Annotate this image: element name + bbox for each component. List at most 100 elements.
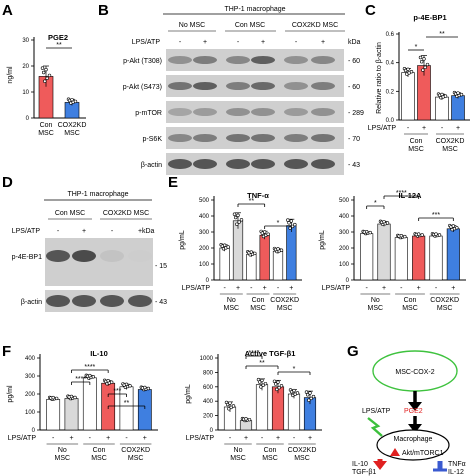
il10-point xyxy=(146,386,151,391)
il10-group-label-line: MSC xyxy=(55,455,71,462)
panel-b-band xyxy=(193,159,217,169)
panel-d-blot-strip xyxy=(45,290,153,312)
il10-treat-label: LPS/ATP xyxy=(8,435,37,442)
panel-b-band xyxy=(251,108,275,116)
tnf-ylabel: pg/mL xyxy=(179,230,186,250)
panel-c-ytick: 0.6 xyxy=(386,32,395,38)
panel-c-point xyxy=(459,92,464,97)
il10-point xyxy=(143,385,147,390)
il10-group-label-line: Con xyxy=(93,447,106,454)
panel-a-point xyxy=(70,97,74,102)
il10-treat-sign: - xyxy=(125,435,128,442)
panel-a-point xyxy=(43,79,47,83)
panel-d-band xyxy=(46,295,70,307)
tgf-point xyxy=(277,385,281,390)
il12-bar xyxy=(429,235,443,281)
tnf-ytick: 500 xyxy=(199,198,210,204)
il12-point xyxy=(403,234,407,239)
il12-group-label-line: No xyxy=(371,297,380,304)
tgf-ytick: 200 xyxy=(203,414,214,420)
tnf-ytick: 300 xyxy=(199,230,210,236)
arrow-msc-to-pge2-head xyxy=(408,402,422,411)
panel-c-group-kd: COX2KD MSC xyxy=(436,138,465,153)
tnf-point xyxy=(235,222,239,226)
il10-point xyxy=(128,384,132,388)
tnf-treat-sign: + xyxy=(289,285,293,292)
tnf-sig-label: * xyxy=(277,220,280,227)
tgf-point xyxy=(307,398,311,402)
tgf-point xyxy=(263,381,268,386)
il10-ytick: 200 xyxy=(25,392,36,398)
panel-b-band xyxy=(193,56,217,64)
il10-bar xyxy=(46,399,61,431)
panel-c-point xyxy=(419,60,424,64)
tnf-group-label-line: MSC xyxy=(224,305,240,312)
panel-d-row-kda: - 43 xyxy=(155,299,167,306)
tnf-treat-sign: - xyxy=(223,285,226,292)
il10-point xyxy=(69,394,74,399)
panel-c-group-con: Con MSC xyxy=(408,138,424,153)
tgf-group-label-line: Con xyxy=(264,447,277,454)
tgf-group-label: No MSC xyxy=(230,447,246,462)
tgf-point xyxy=(247,417,252,422)
il10-group-label-line: MSC xyxy=(128,455,144,462)
il12-ylabel: pg/mL xyxy=(319,230,326,250)
tnf-treat-sign: - xyxy=(277,285,280,292)
panel-b-row-kda: - 60 xyxy=(348,84,360,91)
tgf-point xyxy=(276,380,280,384)
tgf-point xyxy=(295,391,300,395)
il10-sig-label: *** xyxy=(113,388,121,395)
il12-treat-sign: - xyxy=(400,285,403,292)
panel-d-western-blot: THP-1 macrophage Con MSC COX2KD MSC LPS/… xyxy=(12,191,167,312)
panel-d-band xyxy=(72,250,96,262)
il12-treat-sign: - xyxy=(365,285,368,292)
panel-c-point xyxy=(418,55,423,60)
panel-letter-a: A xyxy=(2,2,13,19)
panel-d-treat-sign: - xyxy=(57,228,60,235)
tnf-point xyxy=(253,251,257,256)
panel-b-band xyxy=(168,159,192,169)
il12-treat-sign: + xyxy=(417,285,421,292)
panel-c-treat-sign: - xyxy=(441,125,444,132)
il10-point xyxy=(91,375,96,379)
panel-a-point xyxy=(44,67,48,72)
panel-d-row-label: β-actin xyxy=(21,299,42,306)
tnf-point xyxy=(287,221,291,225)
il12-bar xyxy=(412,235,426,281)
tgf-treat-sign: + xyxy=(244,435,248,442)
tgf-title: Active TGF-β1 xyxy=(245,349,296,358)
il10-group-label-line: MSC xyxy=(91,455,107,462)
akt-up-triangle-icon xyxy=(390,448,400,456)
panel-d-band xyxy=(46,250,70,262)
tgf-treat-label: LPS/ATP xyxy=(186,435,215,442)
il12-treat-sign: + xyxy=(451,285,455,292)
il12-title: IL-12A xyxy=(399,191,423,200)
arrow-pge2-head xyxy=(408,424,422,433)
tnf-point xyxy=(266,232,270,236)
tgf-point xyxy=(261,383,265,387)
tnf-sig-label: ** xyxy=(249,198,255,205)
panel-b-band xyxy=(251,134,275,142)
tnf-point xyxy=(293,222,297,227)
tnf-ytick: 200 xyxy=(199,246,210,252)
il12-bar xyxy=(446,228,460,281)
il12-sig-label: * xyxy=(374,200,377,207)
panel-b-band xyxy=(251,56,275,64)
output-il10: IL-10 xyxy=(352,461,368,468)
panel-b-row-kda: - 43 xyxy=(348,162,360,169)
panel-b-band xyxy=(311,108,335,116)
panel-letter-d: D xyxy=(2,174,13,191)
panel-b-band xyxy=(226,56,250,64)
panel-a-ytick: 10 xyxy=(22,90,29,96)
panel-b-band xyxy=(226,82,250,90)
tnf-treat-sign: + xyxy=(263,285,267,292)
panel-c-point xyxy=(422,57,426,61)
panel-a-point xyxy=(41,70,46,75)
pge2-label: PGE2 xyxy=(404,408,423,415)
il10-sig-label: ** xyxy=(124,400,130,407)
panel-c-point xyxy=(406,67,410,71)
il12-point xyxy=(455,226,459,230)
panel-a-ytick: 0 xyxy=(26,116,30,122)
tgf-group-label-line: MSC xyxy=(230,455,246,462)
